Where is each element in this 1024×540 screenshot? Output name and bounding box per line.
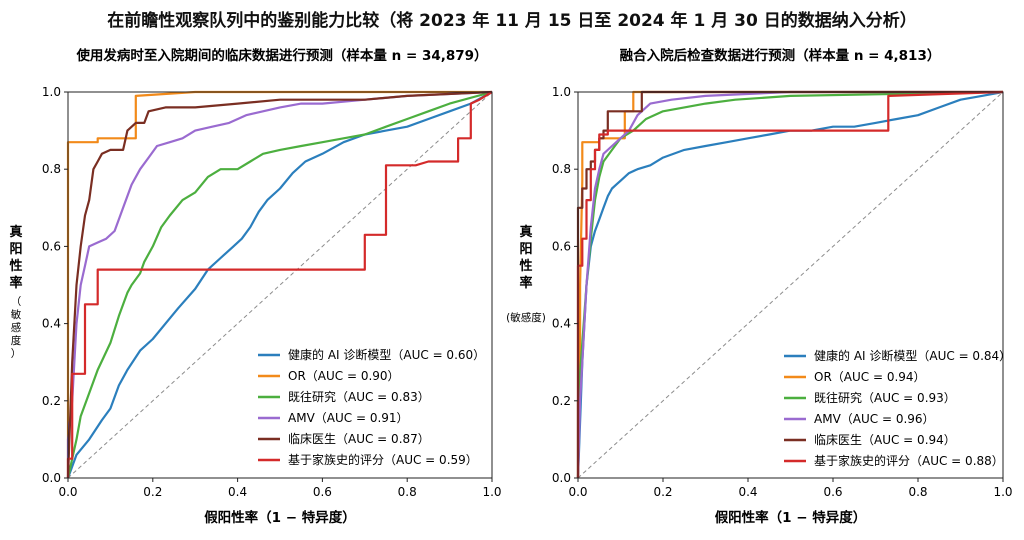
x-axis-label: 假阳性率（1 − 特异度） bbox=[715, 509, 867, 526]
x-axis-label: 假阳性率（1 − 特异度） bbox=[204, 509, 356, 526]
y-tick-label: 0.0 bbox=[42, 471, 61, 485]
legend-entry-2: OR（AUC = 0.94） bbox=[814, 370, 926, 384]
legend-entry-4: AMV（AUC = 0.91） bbox=[288, 411, 409, 425]
roc-curve-1 bbox=[576, 90, 1004, 479]
x-tick-label: 0.4 bbox=[228, 485, 247, 499]
x-tick-label: 0.6 bbox=[313, 485, 332, 499]
y-axis-label: 真阳性率 bbox=[519, 224, 532, 291]
y-tick-label: 0.6 bbox=[42, 239, 61, 253]
y-tick-label: 1.0 bbox=[42, 85, 61, 99]
x-tick-label: 0.6 bbox=[823, 485, 842, 499]
roc-curve-4 bbox=[66, 90, 493, 478]
roc-curve-3 bbox=[66, 90, 493, 479]
x-tick-label: 0.8 bbox=[398, 485, 417, 499]
legend-entry-1: 健康的 AI 诊断模型（AUC = 0.84） bbox=[814, 348, 1011, 363]
x-tick-label: 0.2 bbox=[143, 485, 162, 499]
x-tick-label: 0.4 bbox=[738, 485, 757, 499]
chance-diagonal bbox=[67, 91, 493, 479]
roc-curve-5 bbox=[66, 90, 493, 479]
legend-entry-6: 基于家族史的评分（AUC = 0.59） bbox=[288, 452, 478, 467]
plot-frame bbox=[577, 91, 1004, 479]
chart-subtitle: 融合入院后检查数据进行预测（样本量 n = 4,813） bbox=[620, 47, 941, 64]
legend-entry-3: 既往研究（AUC = 0.83） bbox=[288, 389, 430, 404]
x-tick-label: 0.8 bbox=[908, 485, 927, 499]
roc-curve-6 bbox=[66, 91, 493, 478]
chart-panel-2: 融合入院后检查数据进行预测（样本量 n = 4,813） 0.0 0.2 0.4 0.6… bbox=[506, 47, 1012, 526]
x-tick-label: 0.0 bbox=[58, 485, 77, 499]
y-tick-label: 0.0 bbox=[552, 471, 571, 485]
roc-curve-6 bbox=[576, 90, 1004, 478]
legend-entry-2: OR（AUC = 0.90） bbox=[288, 369, 400, 383]
y-axis-sublabel: (敏感度) bbox=[506, 311, 546, 324]
legend-entry-6: 基于家族史的评分（AUC = 0.88） bbox=[814, 453, 1004, 468]
x-tick-label: 1.0 bbox=[993, 485, 1012, 499]
legend-entry-5: 临床医生（AUC = 0.87） bbox=[288, 432, 430, 446]
y-tick-label: 0.4 bbox=[552, 317, 571, 331]
y-tick-label: 0.2 bbox=[42, 394, 61, 408]
y-tick-label: 0.8 bbox=[552, 162, 571, 176]
x-tick-label: 0.2 bbox=[653, 485, 672, 499]
legend-entry-4: AMV（AUC = 0.96） bbox=[814, 412, 935, 426]
y-tick-label: 0.6 bbox=[552, 239, 571, 253]
y-axis-label: 真阳性率 bbox=[9, 224, 22, 291]
y-tick-label: 0.8 bbox=[42, 162, 61, 176]
roc-curve-1 bbox=[66, 91, 493, 479]
legend-entry-3: 既往研究（AUC = 0.93） bbox=[814, 390, 956, 405]
legend-entry-5: 临床医生（AUC = 0.94） bbox=[814, 433, 956, 447]
y-tick-label: 1.0 bbox=[552, 85, 571, 99]
main-title: 在前瞻性观察队列中的鉴别能力比较（将 2023 年 11 月 15 日至 202… bbox=[107, 11, 917, 31]
x-tick-label: 1.0 bbox=[482, 485, 501, 499]
x-tick-label: 0.0 bbox=[568, 485, 587, 499]
chance-diagonal bbox=[577, 91, 1004, 479]
y-tick-label: 0.2 bbox=[552, 394, 571, 408]
legend-entry-1: 健康的 AI 诊断模型（AUC = 0.60） bbox=[288, 347, 485, 362]
chart-panel-1: 使用发病时至入院期间的临床数据进行预测（样本量 n = 34,879）0.0 0.… bbox=[9, 47, 501, 526]
y-tick-label: 0.4 bbox=[42, 317, 61, 331]
roc-curve-4 bbox=[576, 90, 1003, 479]
chart-subtitle: 使用发病时至入院期间的临床数据进行预测（样本量 n = 34,879） bbox=[75, 47, 487, 64]
y-axis-sublabel: （敏感度） bbox=[11, 296, 22, 360]
plot-frame bbox=[67, 91, 493, 479]
